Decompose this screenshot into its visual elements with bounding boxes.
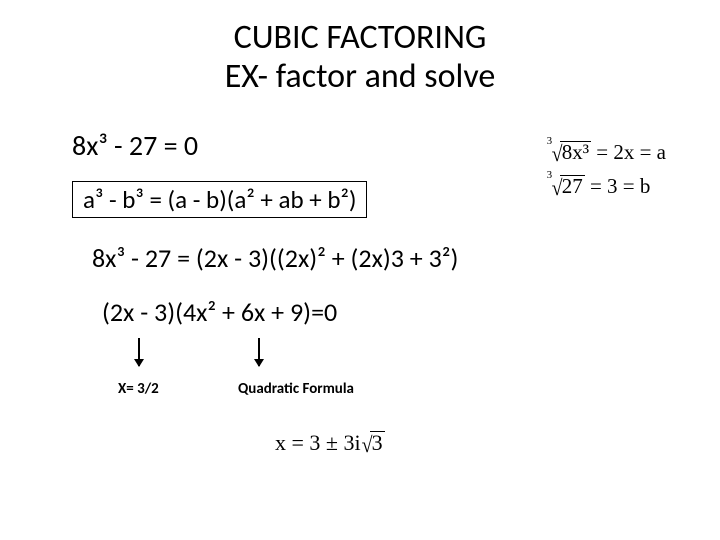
side-eq-2: = 3 = b: [585, 174, 651, 198]
side-work-row-1: 3 √8x³ = 2x = a: [549, 136, 666, 170]
cuberoot-1: 3 √8x³: [549, 136, 591, 171]
cuberoot-2: 3 √27: [549, 170, 585, 205]
title-block: CUBIC FACTORING EX- factor and solve: [0, 0, 720, 96]
identity-formula-box: a³ - b³ = (a - b)(a² + ab + b²): [72, 181, 367, 218]
arrow-down-icon: [138, 338, 140, 366]
radical-icon: √: [551, 170, 562, 205]
arrow-down-icon: [258, 338, 260, 366]
radicand-1: 8x³: [560, 141, 591, 163]
solution-root2-label: Quadratic Formula: [238, 380, 354, 398]
identity-formula-text: a³ - b³ = (a - b)(a² + ab + b²): [83, 184, 356, 215]
equation-factored: (2x - 3)(4x² + 6x + 9)=0: [72, 296, 720, 328]
title-line-1: CUBIC FACTORING: [0, 18, 720, 57]
side-eq-1: = 2x = a: [591, 140, 666, 164]
solution-labels-row: X= 3/2 Quadratic Formula: [72, 380, 720, 404]
title-line-2: EX- factor and solve: [0, 57, 720, 96]
side-work: 3 √8x³ = 2x = a 3 √27 = 3 = b: [549, 136, 666, 204]
equation-expanded: 8x³ - 27 = (2x - 3)((2x)² + (2x)3 + 3²): [72, 242, 720, 274]
radical-icon: √: [551, 136, 562, 171]
radicand-2: 27: [560, 175, 585, 197]
side-work-row-2: 3 √27 = 3 = b: [549, 170, 666, 204]
arrows-row: [72, 338, 720, 374]
final-prefix: x = 3 ± 3i: [275, 430, 361, 455]
radical-icon: √: [361, 432, 372, 458]
solution-root1-label: X= 3/2: [118, 380, 159, 398]
final-answer: x = 3 ± 3i√3: [275, 430, 385, 458]
